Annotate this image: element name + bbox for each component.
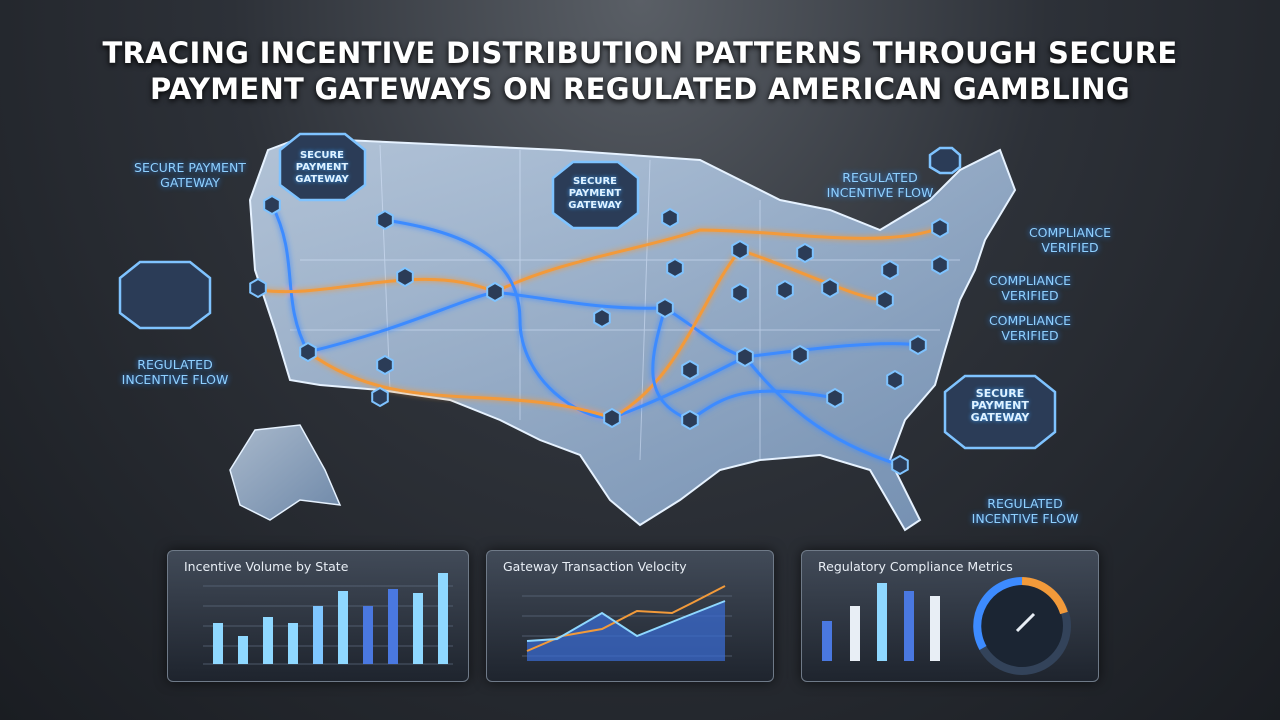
node	[681, 409, 699, 431]
node	[656, 297, 674, 319]
node	[731, 282, 749, 304]
panel-title: Regulatory Compliance Metrics	[818, 559, 1013, 574]
callout: COMPLIANCE VERIFIED	[988, 313, 1072, 343]
panel: Incentive Volume by State	[167, 550, 469, 682]
badge-label: SECURE PAYMENT GATEWAY	[295, 150, 349, 185]
node	[299, 341, 317, 363]
callout: REGULATED INCENTIVE FLOW	[826, 170, 934, 200]
node	[486, 281, 504, 303]
badge-shapes	[118, 132, 1057, 450]
node	[666, 257, 684, 279]
node	[821, 277, 839, 299]
callout: SECURE PAYMENT GATEWAY	[134, 160, 246, 190]
node	[736, 346, 754, 368]
node	[603, 407, 621, 429]
node	[681, 359, 699, 381]
gateway-nodes	[249, 194, 949, 476]
node	[886, 369, 904, 391]
panel: Gateway Transaction Velocity	[486, 550, 774, 682]
node	[776, 279, 794, 301]
panel-bar-shapes	[213, 573, 448, 664]
callout: REGULATED INCENTIVE FLOW	[121, 357, 229, 387]
panel-bars	[203, 573, 453, 665]
node	[263, 194, 281, 216]
state-borders	[290, 144, 960, 461]
panel-grid	[203, 585, 453, 665]
node	[796, 242, 814, 264]
node	[371, 386, 389, 408]
panel-title: Incentive Volume by State	[184, 559, 349, 574]
area	[527, 601, 725, 661]
line	[526, 600, 726, 642]
callout: REGULATED INCENTIVE FLOW	[971, 496, 1079, 526]
node	[376, 209, 394, 231]
badge-label: SECURE PAYMENT GATEWAY	[568, 176, 622, 211]
node	[891, 454, 909, 476]
gauge-arc	[1021, 577, 1068, 615]
node	[396, 266, 414, 288]
node	[931, 254, 949, 276]
node	[931, 217, 949, 239]
gauge-arc	[973, 577, 1023, 650]
node	[249, 277, 267, 299]
map	[118, 132, 1057, 532]
callout: COMPLIANCE VERIFIED	[988, 273, 1072, 303]
gauge-needle	[1015, 612, 1036, 633]
panel-lines	[522, 585, 732, 661]
node	[876, 289, 894, 311]
node	[376, 354, 394, 376]
node	[593, 307, 611, 329]
badge-label: SECURE PAYMENT GATEWAY	[970, 387, 1030, 424]
node	[661, 207, 679, 229]
node	[731, 239, 749, 261]
panel-metrics	[822, 577, 1071, 675]
node	[881, 259, 899, 281]
callout: COMPLIANCE VERIFIED	[1028, 225, 1112, 255]
node	[909, 334, 927, 356]
node	[826, 387, 844, 409]
title-line: PAYMENT GATEWAYS ON REGULATED AMERICAN G…	[150, 72, 1130, 106]
metric-bars	[822, 583, 940, 661]
title-line: TRACING INCENTIVE DISTRIBUTION PATTERNS …	[102, 36, 1178, 70]
alaska	[229, 424, 342, 521]
node	[791, 344, 809, 366]
panel: Regulatory Compliance Metrics	[801, 550, 1099, 682]
panel-title: Gateway Transaction Velocity	[503, 559, 687, 574]
